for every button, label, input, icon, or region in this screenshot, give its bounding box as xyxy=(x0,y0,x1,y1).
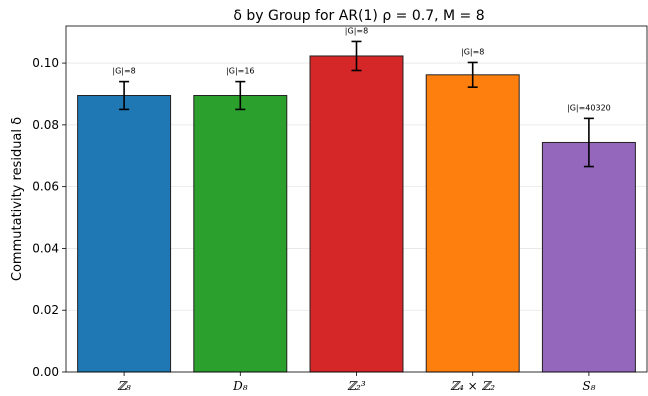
bar-annotation: |G|=40320 xyxy=(567,103,611,112)
y-axis-label: Commutativity residual δ xyxy=(10,117,25,281)
bar xyxy=(309,55,404,373)
x-tick-label: ℤ₈ xyxy=(117,379,131,393)
y-tick-label: 0.08 xyxy=(32,118,59,132)
bar-annotation: |G|=8 xyxy=(112,67,135,76)
bar-annotation: |G|=8 xyxy=(461,47,484,56)
y-ticks: 0.00 0.02 0.04 0.06 0.08 0.10 xyxy=(32,56,66,379)
y-tick-label: 0.02 xyxy=(32,303,59,317)
bar-annotation: |G|=16 xyxy=(226,67,254,76)
bars xyxy=(77,55,636,373)
y-tick-label: 0.06 xyxy=(32,180,59,194)
bar-annotations: |G|=8 |G|=16 |G|=8 |G|=8 |G|=40320 xyxy=(112,26,610,112)
x-tick-label: ℤ₄ × ℤ₂ xyxy=(450,379,495,393)
bar-annotation: |G|=8 xyxy=(345,26,368,35)
bar xyxy=(541,141,636,373)
x-tick-label: ℤ₂³ xyxy=(347,379,366,393)
x-tick-label: S₈ xyxy=(582,379,595,393)
bar xyxy=(193,95,288,373)
chart-title: δ by Group for AR(1) ρ = 0.7, M = 8 xyxy=(233,8,484,24)
x-ticks: ℤ₈ D₈ ℤ₂³ ℤ₄ × ℤ₂ S₈ xyxy=(117,372,596,393)
bar xyxy=(425,74,520,373)
error-bars xyxy=(119,40,594,168)
y-tick-label: 0.00 xyxy=(32,365,59,379)
y-tick-label: 0.04 xyxy=(32,241,59,255)
bar xyxy=(77,95,172,373)
x-tick-label: D₈ xyxy=(232,379,248,393)
y-tick-label: 0.10 xyxy=(32,56,59,70)
